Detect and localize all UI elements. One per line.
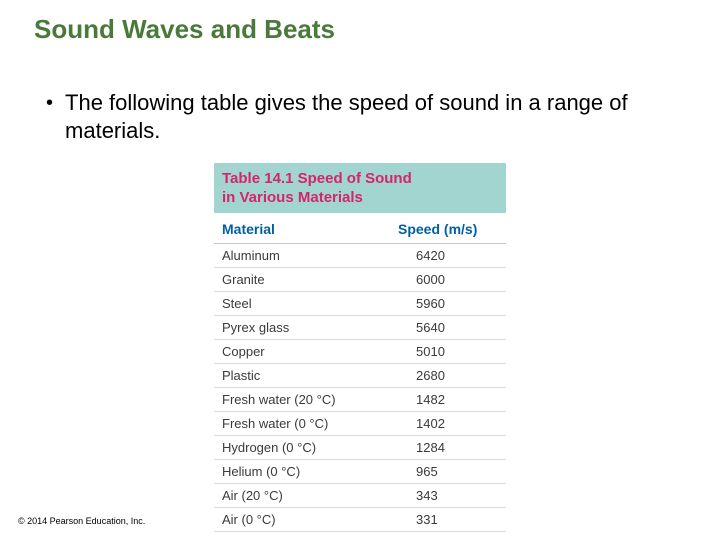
cell-speed: 5640 xyxy=(398,320,498,335)
table-row: Plastic2680 xyxy=(214,364,506,388)
table-row: Copper5010 xyxy=(214,340,506,364)
bullet-item: • The following table gives the speed of… xyxy=(0,45,720,145)
table-row: Steel5960 xyxy=(214,292,506,316)
speed-of-sound-table: Table 14.1 Speed of Sound in Various Mat… xyxy=(214,163,506,532)
table-caption-line2: in Various Materials xyxy=(222,188,498,207)
table-header-row: Material Speed (m/s) xyxy=(214,213,506,244)
cell-material: Air (0 °C) xyxy=(222,512,398,527)
cell-speed: 1284 xyxy=(398,440,498,455)
cell-material: Fresh water (20 °C) xyxy=(222,392,398,407)
slide-title: Sound Waves and Beats xyxy=(0,0,720,45)
cell-material: Plastic xyxy=(222,368,398,383)
table-row: Helium (0 °C)965 xyxy=(214,460,506,484)
cell-speed: 1402 xyxy=(398,416,498,431)
column-header-material: Material xyxy=(222,221,398,237)
cell-material: Aluminum xyxy=(222,248,398,263)
bullet-text: The following table gives the speed of s… xyxy=(65,89,660,145)
cell-speed: 5010 xyxy=(398,344,498,359)
table-body: Aluminum6420Granite6000Steel5960Pyrex gl… xyxy=(214,244,506,532)
cell-speed: 6000 xyxy=(398,272,498,287)
cell-speed: 1482 xyxy=(398,392,498,407)
cell-speed: 5960 xyxy=(398,296,498,311)
table-row: Hydrogen (0 °C)1284 xyxy=(214,436,506,460)
cell-speed: 331 xyxy=(398,512,498,527)
table-row: Air (20 °C)343 xyxy=(214,484,506,508)
table-row: Air (0 °C)331 xyxy=(214,508,506,532)
table-row: Fresh water (0 °C)1402 xyxy=(214,412,506,436)
cell-speed: 2680 xyxy=(398,368,498,383)
cell-material: Helium (0 °C) xyxy=(222,464,398,479)
cell-speed: 6420 xyxy=(398,248,498,263)
cell-material: Copper xyxy=(222,344,398,359)
cell-material: Hydrogen (0 °C) xyxy=(222,440,398,455)
table-row: Aluminum6420 xyxy=(214,244,506,268)
cell-speed: 965 xyxy=(398,464,498,479)
table-row: Granite6000 xyxy=(214,268,506,292)
cell-material: Granite xyxy=(222,272,398,287)
table-row: Fresh water (20 °C)1482 xyxy=(214,388,506,412)
cell-material: Pyrex glass xyxy=(222,320,398,335)
column-header-speed: Speed (m/s) xyxy=(398,221,498,237)
table-row: Pyrex glass5640 xyxy=(214,316,506,340)
cell-material: Fresh water (0 °C) xyxy=(222,416,398,431)
copyright-text: © 2014 Pearson Education, Inc. xyxy=(18,516,145,526)
cell-material: Steel xyxy=(222,296,398,311)
table-caption: Table 14.1 Speed of Sound in Various Mat… xyxy=(214,163,506,213)
bullet-dot-icon: • xyxy=(46,89,53,117)
cell-material: Air (20 °C) xyxy=(222,488,398,503)
cell-speed: 343 xyxy=(398,488,498,503)
table-caption-line1: Table 14.1 Speed of Sound xyxy=(222,169,498,188)
